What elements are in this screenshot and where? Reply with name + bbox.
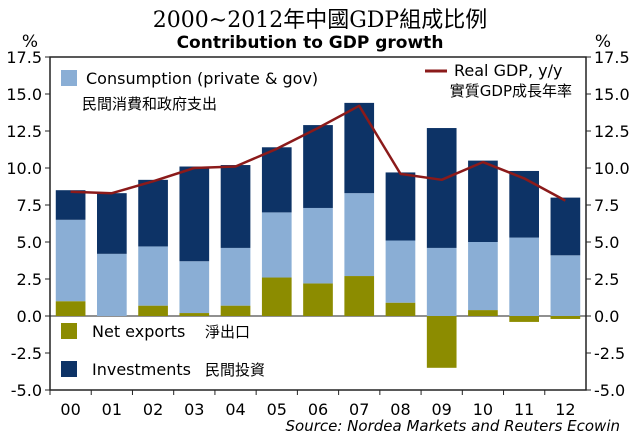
y-tick-label-right: 5.0 <box>594 233 619 252</box>
bar-consumption-04 <box>220 247 251 306</box>
bar-investments-03 <box>179 166 210 262</box>
legend-consumption-swatch <box>61 70 77 86</box>
bar-net-exports-05 <box>261 277 292 316</box>
y-tick-label-left: -2.5 <box>11 344 42 363</box>
legend-net-exports-label-cn: 淨出口 <box>205 323 250 341</box>
x-tick-label: 07 <box>349 400 369 419</box>
y-tick-label-right: 17.5 <box>594 48 630 67</box>
legend-investments-label: Investments <box>92 360 191 379</box>
y-tick-label-left: 15.0 <box>6 85 42 104</box>
bar-investments-05 <box>261 147 292 213</box>
bar-investments-10 <box>468 160 498 242</box>
bar-investments-07 <box>344 102 375 194</box>
gdp-line <box>70 104 566 202</box>
y-tick-label-left: 10.0 <box>6 159 42 178</box>
bar-consumption-10 <box>468 242 498 311</box>
y-tick-label-left: 12.5 <box>6 122 42 141</box>
y-unit-right: % <box>595 32 611 52</box>
y-tick-label-right: 12.5 <box>594 122 630 141</box>
y-tick-label-left: 2.5 <box>17 270 42 289</box>
bar-net-exports-04 <box>220 305 251 316</box>
gdp-line-layer <box>70 104 566 202</box>
y-tick-label-right: 15.0 <box>594 85 630 104</box>
y-tick-label-left: 7.5 <box>17 196 42 215</box>
x-tick-label: 08 <box>390 400 410 419</box>
bar-investments-00 <box>55 190 86 220</box>
bar-consumption-08 <box>385 240 416 303</box>
bar-consumption-03 <box>179 261 210 314</box>
bar-investments-01 <box>97 193 127 254</box>
y-tick-label-right: 0.0 <box>594 307 619 326</box>
bar-consumption-05 <box>261 212 292 278</box>
bar-investments-08 <box>385 172 416 241</box>
legend-investments: Investments 民間投資 <box>61 360 265 379</box>
legend-consumption-label: Consumption (private & gov) <box>86 69 318 88</box>
x-tick-label: 09 <box>432 400 452 419</box>
bar-net-exports-08 <box>385 302 416 316</box>
bar-net-exports-06 <box>303 283 333 316</box>
y-tick-label-right: 7.5 <box>594 196 619 215</box>
x-tick-label: 04 <box>225 400 245 419</box>
x-tick-label: 10 <box>473 400 493 419</box>
y-tick-label-left: 0.0 <box>17 307 42 326</box>
bar-consumption-09 <box>426 247 457 316</box>
bar-net-exports-07 <box>344 276 375 316</box>
legend-net-exports: Net exports 淨出口 <box>61 322 250 341</box>
bar-consumption-12 <box>550 255 581 316</box>
y-tick-label-left: 17.5 <box>6 48 42 67</box>
x-tick-label: 12 <box>555 400 575 419</box>
bar-consumption-00 <box>55 219 86 302</box>
x-tick-label: 01 <box>102 400 122 419</box>
bar-net-exports-12 <box>550 316 581 319</box>
axes-layer: 17.5 17.5 15.0 15.0 12.5 12.5 10.0 10.0 7.5 7.5 5.… <box>6 48 629 419</box>
bar-consumption-02 <box>138 246 168 306</box>
bar-consumption-01 <box>97 253 127 316</box>
x-tick-label: 11 <box>514 400 534 419</box>
legend-investments-swatch <box>61 361 77 377</box>
y-tick-label-left: -5.0 <box>11 381 42 400</box>
chart-subtitle: Contribution to GDP growth <box>177 33 444 53</box>
bar-net-exports-00 <box>55 301 86 316</box>
legend-gdp: Real GDP, y/y 實質GDP成長年率 <box>425 61 572 100</box>
x-tick-label: 06 <box>308 400 328 419</box>
bar-net-exports-03 <box>179 313 210 316</box>
bar-consumption-07 <box>344 193 375 277</box>
legend-consumption-label-cn: 民間消費和政府支出 <box>82 95 217 113</box>
bar-net-exports-10 <box>468 310 498 316</box>
x-tick-label: 02 <box>143 400 163 419</box>
y-tick-label-right: -2.5 <box>594 344 625 363</box>
x-tick-label: 00 <box>60 400 80 419</box>
bar-consumption-06 <box>303 207 333 284</box>
legend-net-exports-label: Net exports <box>92 322 185 341</box>
chart-title: 2000~2012年中國GDP組成比例 <box>153 8 487 33</box>
bar-net-exports-11 <box>509 316 539 322</box>
bar-net-exports-09 <box>426 316 457 368</box>
bar-investments-09 <box>426 128 457 248</box>
bar-investments-12 <box>550 197 581 256</box>
bars-layer <box>55 102 581 368</box>
bar-consumption-11 <box>509 237 539 316</box>
source-note: Source: Nordea Markets and Reuters Ecowi… <box>286 417 620 435</box>
legend-consumption: Consumption (private & gov) 民間消費和政府支出 <box>61 69 318 113</box>
legend-net-exports-swatch <box>61 323 77 339</box>
y-tick-label-left: 5.0 <box>17 233 42 252</box>
bar-investments-02 <box>138 179 168 247</box>
x-tick-label: 03 <box>184 400 204 419</box>
y-tick-label-right: -5.0 <box>594 381 625 400</box>
y-unit-left: % <box>22 32 38 52</box>
bar-investments-04 <box>220 165 251 248</box>
bar-investments-06 <box>303 125 333 208</box>
y-tick-label-right: 10.0 <box>594 159 630 178</box>
bar-net-exports-02 <box>138 305 168 316</box>
x-tick-label: 05 <box>267 400 287 419</box>
bar-investments-11 <box>509 170 539 238</box>
y-tick-label-right: 2.5 <box>594 270 619 289</box>
legend-gdp-label: Real GDP, y/y <box>454 61 562 80</box>
legend-gdp-label-cn: 實質GDP成長年率 <box>450 82 572 100</box>
legend-investments-label-cn: 民間投資 <box>205 361 265 379</box>
